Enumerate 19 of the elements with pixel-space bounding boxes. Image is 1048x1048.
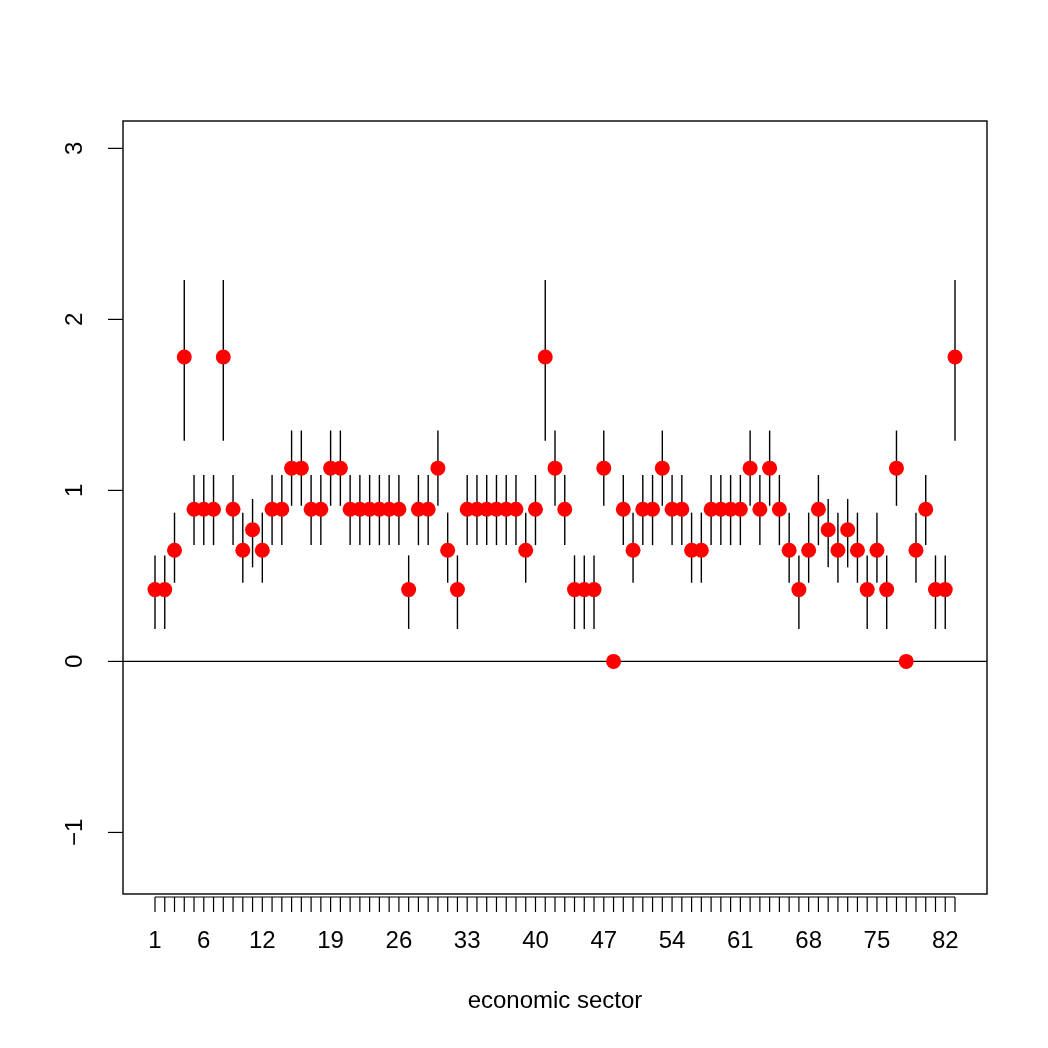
x-tick-label: 68 bbox=[795, 926, 823, 953]
x-axis-title: economic sector bbox=[467, 986, 643, 1013]
x-tick-label: 1 bbox=[148, 926, 162, 953]
x-tick-label: 33 bbox=[453, 926, 481, 953]
x-tick-label: 26 bbox=[385, 926, 413, 953]
y-tick-label: −1 bbox=[60, 818, 87, 847]
x-tick-label: 40 bbox=[522, 926, 549, 953]
x-tick-label: 75 bbox=[863, 926, 891, 953]
y-tick-label: 3 bbox=[60, 141, 87, 156]
x-tick-label: 47 bbox=[590, 926, 618, 953]
y-tick-label: 1 bbox=[60, 483, 87, 498]
x-tick-label: 61 bbox=[727, 926, 754, 953]
x-tick-label: 19 bbox=[317, 926, 344, 953]
x-tick-label: 12 bbox=[248, 926, 276, 953]
y-tick-label: 0 bbox=[60, 654, 87, 669]
y-tick-label: 2 bbox=[60, 312, 87, 327]
x-tick-label: 6 bbox=[197, 926, 211, 953]
x-tick-label: 54 bbox=[658, 926, 686, 953]
x-tick-label: 82 bbox=[931, 926, 959, 953]
